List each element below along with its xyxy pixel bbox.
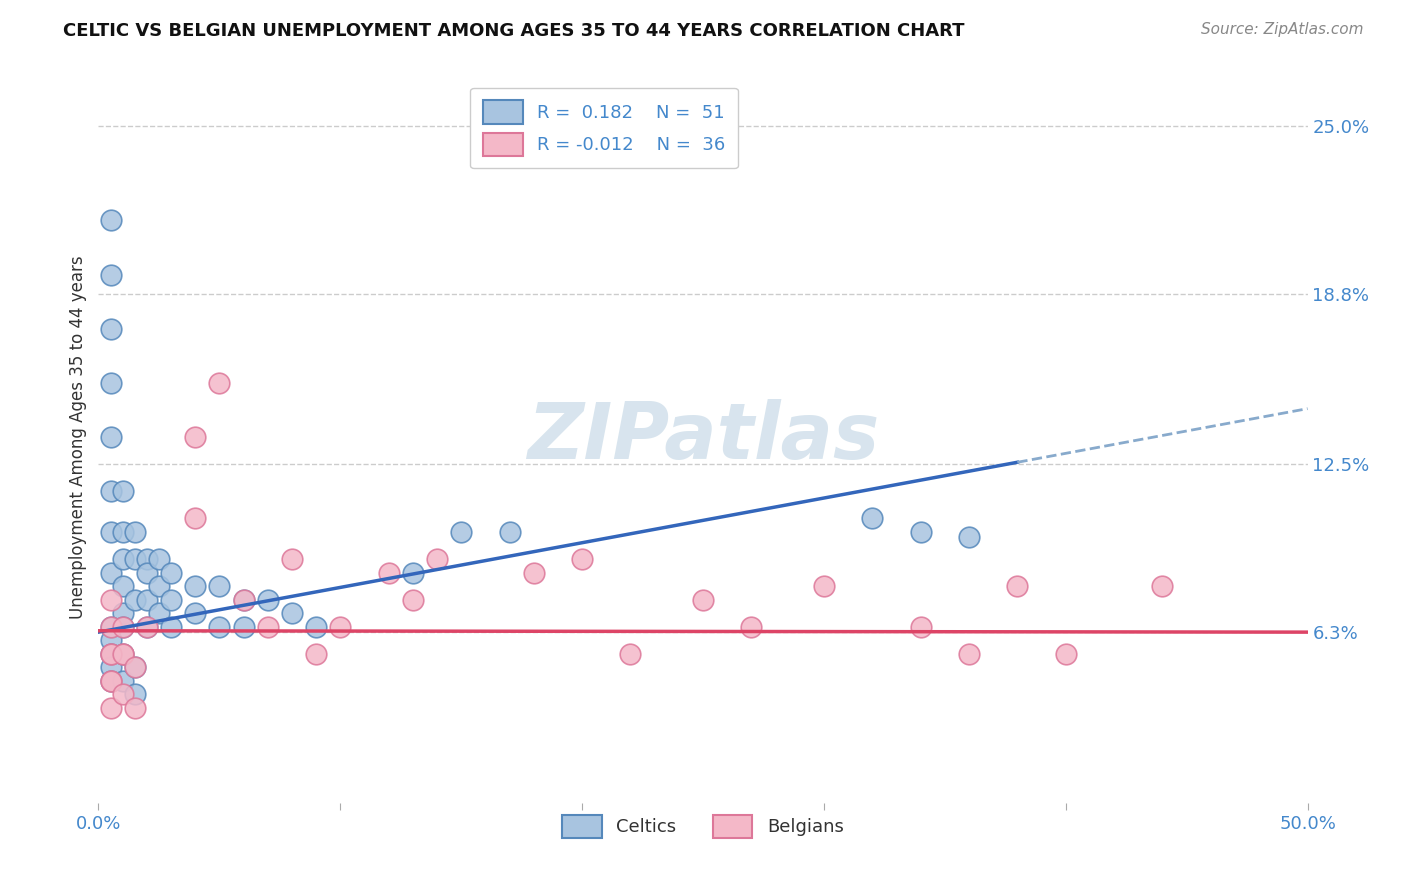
Point — [111, 606, 134, 620]
Text: ZIPatlas: ZIPatlas — [527, 399, 879, 475]
Point — [100, 647, 122, 661]
Point — [100, 430, 122, 444]
Point — [329, 620, 352, 634]
Point — [111, 647, 134, 661]
Point — [111, 647, 134, 661]
Point — [305, 647, 328, 661]
Point — [498, 524, 520, 539]
Point — [910, 524, 932, 539]
Point — [111, 673, 134, 688]
Point — [957, 647, 980, 661]
Point — [910, 620, 932, 634]
Y-axis label: Unemployment Among Ages 35 to 44 years: Unemployment Among Ages 35 to 44 years — [69, 255, 87, 619]
Point — [208, 620, 231, 634]
Point — [184, 606, 207, 620]
Point — [135, 566, 157, 580]
Point — [100, 673, 122, 688]
Point — [111, 647, 134, 661]
Point — [100, 268, 122, 282]
Point — [135, 552, 157, 566]
Point — [232, 592, 254, 607]
Point — [1007, 579, 1029, 593]
Point — [208, 579, 231, 593]
Point — [305, 620, 328, 634]
Point — [571, 552, 593, 566]
Point — [135, 592, 157, 607]
Point — [184, 511, 207, 525]
Point — [256, 592, 278, 607]
Point — [124, 660, 146, 674]
Point — [124, 524, 146, 539]
Point — [100, 322, 122, 336]
Point — [148, 606, 170, 620]
Point — [523, 566, 546, 580]
Text: CELTIC VS BELGIAN UNEMPLOYMENT AMONG AGES 35 TO 44 YEARS CORRELATION CHART: CELTIC VS BELGIAN UNEMPLOYMENT AMONG AGE… — [63, 22, 965, 40]
Point — [100, 620, 122, 634]
Point — [111, 484, 134, 499]
Point — [813, 579, 835, 593]
Point — [1054, 647, 1077, 661]
Point — [100, 376, 122, 390]
Point — [957, 530, 980, 544]
Point — [100, 647, 122, 661]
Point — [111, 620, 134, 634]
Point — [100, 484, 122, 499]
Point — [148, 552, 170, 566]
Point — [124, 552, 146, 566]
Point — [208, 376, 231, 390]
Point — [377, 566, 399, 580]
Legend: Celtics, Belgians: Celtics, Belgians — [555, 807, 851, 845]
Point — [100, 673, 122, 688]
Point — [232, 592, 254, 607]
Point — [402, 592, 425, 607]
Point — [111, 524, 134, 539]
Point — [111, 552, 134, 566]
Point — [100, 633, 122, 648]
Point — [256, 620, 278, 634]
Point — [135, 620, 157, 634]
Point — [135, 620, 157, 634]
Point — [1152, 579, 1174, 593]
Point — [100, 620, 122, 634]
Point — [148, 579, 170, 593]
Point — [160, 592, 183, 607]
Point — [160, 620, 183, 634]
Point — [402, 566, 425, 580]
Point — [160, 566, 183, 580]
Point — [124, 701, 146, 715]
Point — [124, 688, 146, 702]
Point — [100, 213, 122, 227]
Point — [100, 673, 122, 688]
Point — [100, 647, 122, 661]
Point — [281, 552, 304, 566]
Point — [100, 592, 122, 607]
Text: Source: ZipAtlas.com: Source: ZipAtlas.com — [1201, 22, 1364, 37]
Point — [692, 592, 714, 607]
Point — [184, 579, 207, 593]
Point — [184, 430, 207, 444]
Point — [100, 566, 122, 580]
Point — [232, 620, 254, 634]
Point — [124, 592, 146, 607]
Point — [111, 620, 134, 634]
Point — [426, 552, 449, 566]
Point — [100, 524, 122, 539]
Point — [281, 606, 304, 620]
Point — [740, 620, 762, 634]
Point — [450, 524, 472, 539]
Point — [619, 647, 641, 661]
Point — [111, 688, 134, 702]
Point — [860, 511, 883, 525]
Point — [124, 660, 146, 674]
Point — [111, 579, 134, 593]
Point — [100, 701, 122, 715]
Point — [100, 660, 122, 674]
